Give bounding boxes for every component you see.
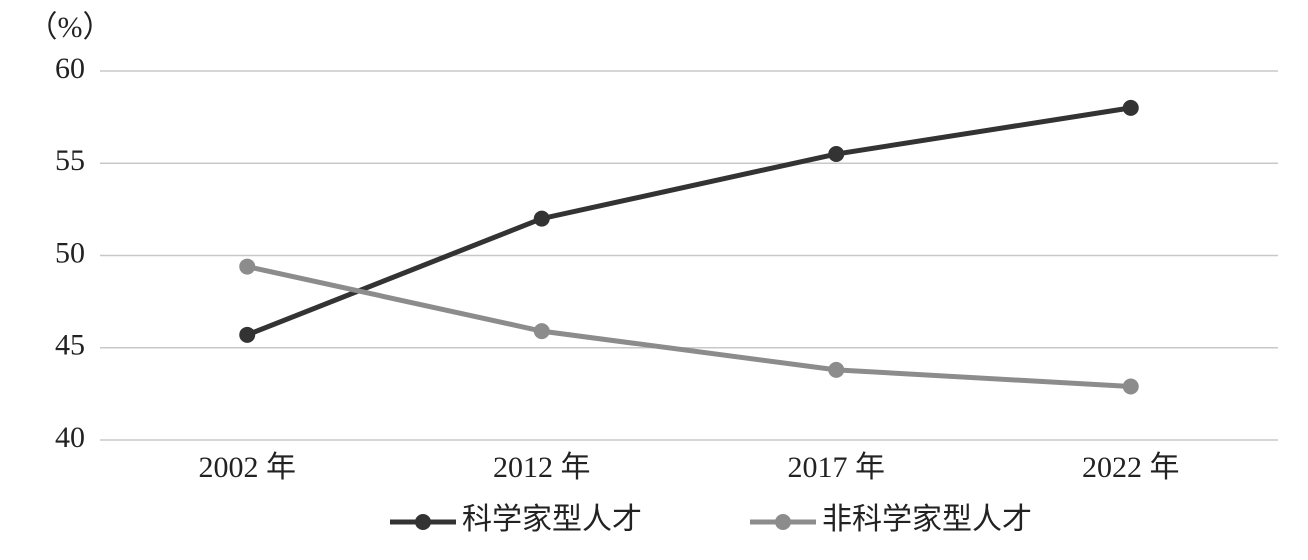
y-tick-label: 60 [55,52,85,85]
y-tick-label: 50 [55,236,85,269]
y-axis-label: （%） [28,11,113,44]
x-tick-label: 2022 年 [1082,451,1180,484]
x-tick-label: 2002 年 [199,451,297,484]
legend-marker [775,514,791,530]
data-point [828,146,845,163]
legend-label: 科学家型人才 [462,503,642,536]
y-tick-label: 55 [55,144,85,177]
legend-label: 非科学家型人才 [822,503,1032,536]
data-point [533,323,550,340]
series-line [246,264,1131,389]
x-tick-label: 2012 年 [493,451,591,484]
data-point [239,326,256,343]
data-point [1122,99,1139,116]
data-point [239,258,256,275]
data-point [828,361,845,378]
legend-marker [415,514,431,530]
data-point [1122,378,1139,395]
series-line [246,105,1132,338]
data-point [533,210,550,227]
x-tick-label: 2017 年 [788,451,886,484]
y-tick-label: 45 [55,329,85,362]
y-tick-label: 40 [55,421,85,454]
